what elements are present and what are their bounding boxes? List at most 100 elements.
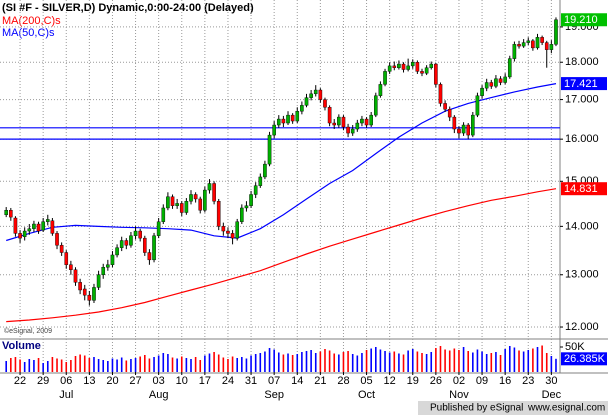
candle-body	[507, 58, 512, 78]
volume-bar	[495, 352, 497, 372]
volume-bar	[351, 354, 354, 372]
value-box-label: 14.831	[564, 183, 598, 195]
y-tick-label: 14.000	[565, 220, 599, 232]
volume-bar	[79, 354, 81, 372]
candle-body	[226, 230, 230, 234]
volume-bar	[407, 350, 409, 372]
volume-bar	[46, 361, 49, 372]
volume-bar	[97, 359, 100, 372]
volume-bar	[217, 354, 220, 372]
volume-bar	[236, 358, 238, 372]
volume-bar	[51, 357, 54, 372]
volume-bar	[296, 354, 299, 372]
candle-body	[142, 237, 147, 253]
candle-body	[156, 221, 161, 236]
volume-bar	[398, 353, 400, 372]
volume-bar	[342, 352, 345, 372]
volume-bar	[273, 349, 275, 372]
candle-body	[512, 44, 517, 59]
candle-body	[461, 124, 466, 134]
volume-bar	[277, 352, 280, 372]
volume-bar	[88, 358, 91, 372]
x-tick-label: 20	[106, 375, 118, 387]
volume-bar	[241, 357, 243, 372]
month-label: Aug	[149, 389, 169, 401]
volume-bar	[83, 355, 86, 372]
candle-body	[87, 294, 92, 301]
candle-body	[69, 264, 73, 270]
candle-body	[235, 221, 240, 239]
volume-bar	[125, 360, 128, 372]
candle-body	[304, 97, 309, 106]
volume-bar	[411, 349, 414, 372]
candle-body	[249, 194, 253, 206]
candle-body	[424, 67, 429, 74]
candle-body	[230, 233, 235, 239]
volume-bar	[268, 348, 271, 372]
volume-bar	[453, 348, 456, 372]
candle-body	[55, 233, 59, 246]
volume-bar	[550, 356, 553, 372]
volume-bar	[301, 352, 303, 372]
candle-body	[133, 230, 138, 236]
candle-body	[22, 230, 27, 237]
volume-bar	[430, 352, 433, 372]
candle-body	[82, 288, 87, 296]
candle-body	[258, 176, 263, 186]
candle-body	[115, 247, 119, 256]
volume-bar	[259, 353, 262, 372]
candle-body	[503, 76, 507, 83]
candle-body	[387, 65, 392, 72]
x-tick-label: 16	[499, 375, 511, 387]
x-tick-label: 21	[314, 375, 326, 387]
x-tick-label: 14	[291, 375, 303, 387]
volume-bar	[518, 350, 520, 372]
candle-body	[281, 118, 286, 124]
candle-body	[198, 198, 203, 211]
volume-bar	[180, 356, 183, 372]
candle-body	[554, 19, 558, 45]
volume-bar	[139, 356, 141, 372]
candle-body	[313, 89, 318, 95]
volume-bar	[365, 350, 368, 372]
candle-body	[489, 82, 494, 87]
candle-body	[420, 71, 424, 74]
candle-body	[193, 194, 198, 200]
candle-body	[175, 203, 179, 206]
volume-bar	[314, 353, 317, 372]
y-tick-label: 18.000	[565, 56, 599, 68]
volume-bar	[527, 350, 530, 372]
volume-bar	[185, 358, 188, 372]
candle-body	[471, 114, 475, 136]
x-tick-label: 26	[430, 375, 442, 387]
candle-body	[494, 78, 498, 87]
volume-bar	[356, 355, 359, 372]
candle-body	[32, 223, 36, 229]
candle-body	[45, 219, 50, 222]
volume-bar	[287, 353, 289, 372]
candle-body	[383, 71, 387, 85]
volume-bar	[190, 359, 192, 372]
watermark: ©eSignal, 2009	[4, 327, 52, 335]
candle-body	[341, 116, 346, 128]
x-tick-label: 06	[60, 375, 72, 387]
candle-body	[184, 200, 189, 213]
candle-body	[286, 114, 290, 124]
candle-body	[443, 103, 447, 110]
candle-body	[138, 230, 142, 239]
x-tick-label: 09	[476, 375, 488, 387]
candle-body	[300, 105, 304, 112]
volume-bar	[513, 347, 516, 372]
volume-bar	[264, 351, 266, 372]
volume-bar	[213, 352, 215, 372]
candle-body	[438, 84, 443, 104]
candle-body	[434, 63, 438, 85]
x-tick-label: 22	[14, 375, 26, 387]
volume-bar	[485, 354, 488, 372]
volume-bar	[388, 352, 391, 372]
candle-body	[475, 95, 480, 116]
candle-body	[290, 114, 295, 122]
volume-bar	[93, 357, 95, 372]
